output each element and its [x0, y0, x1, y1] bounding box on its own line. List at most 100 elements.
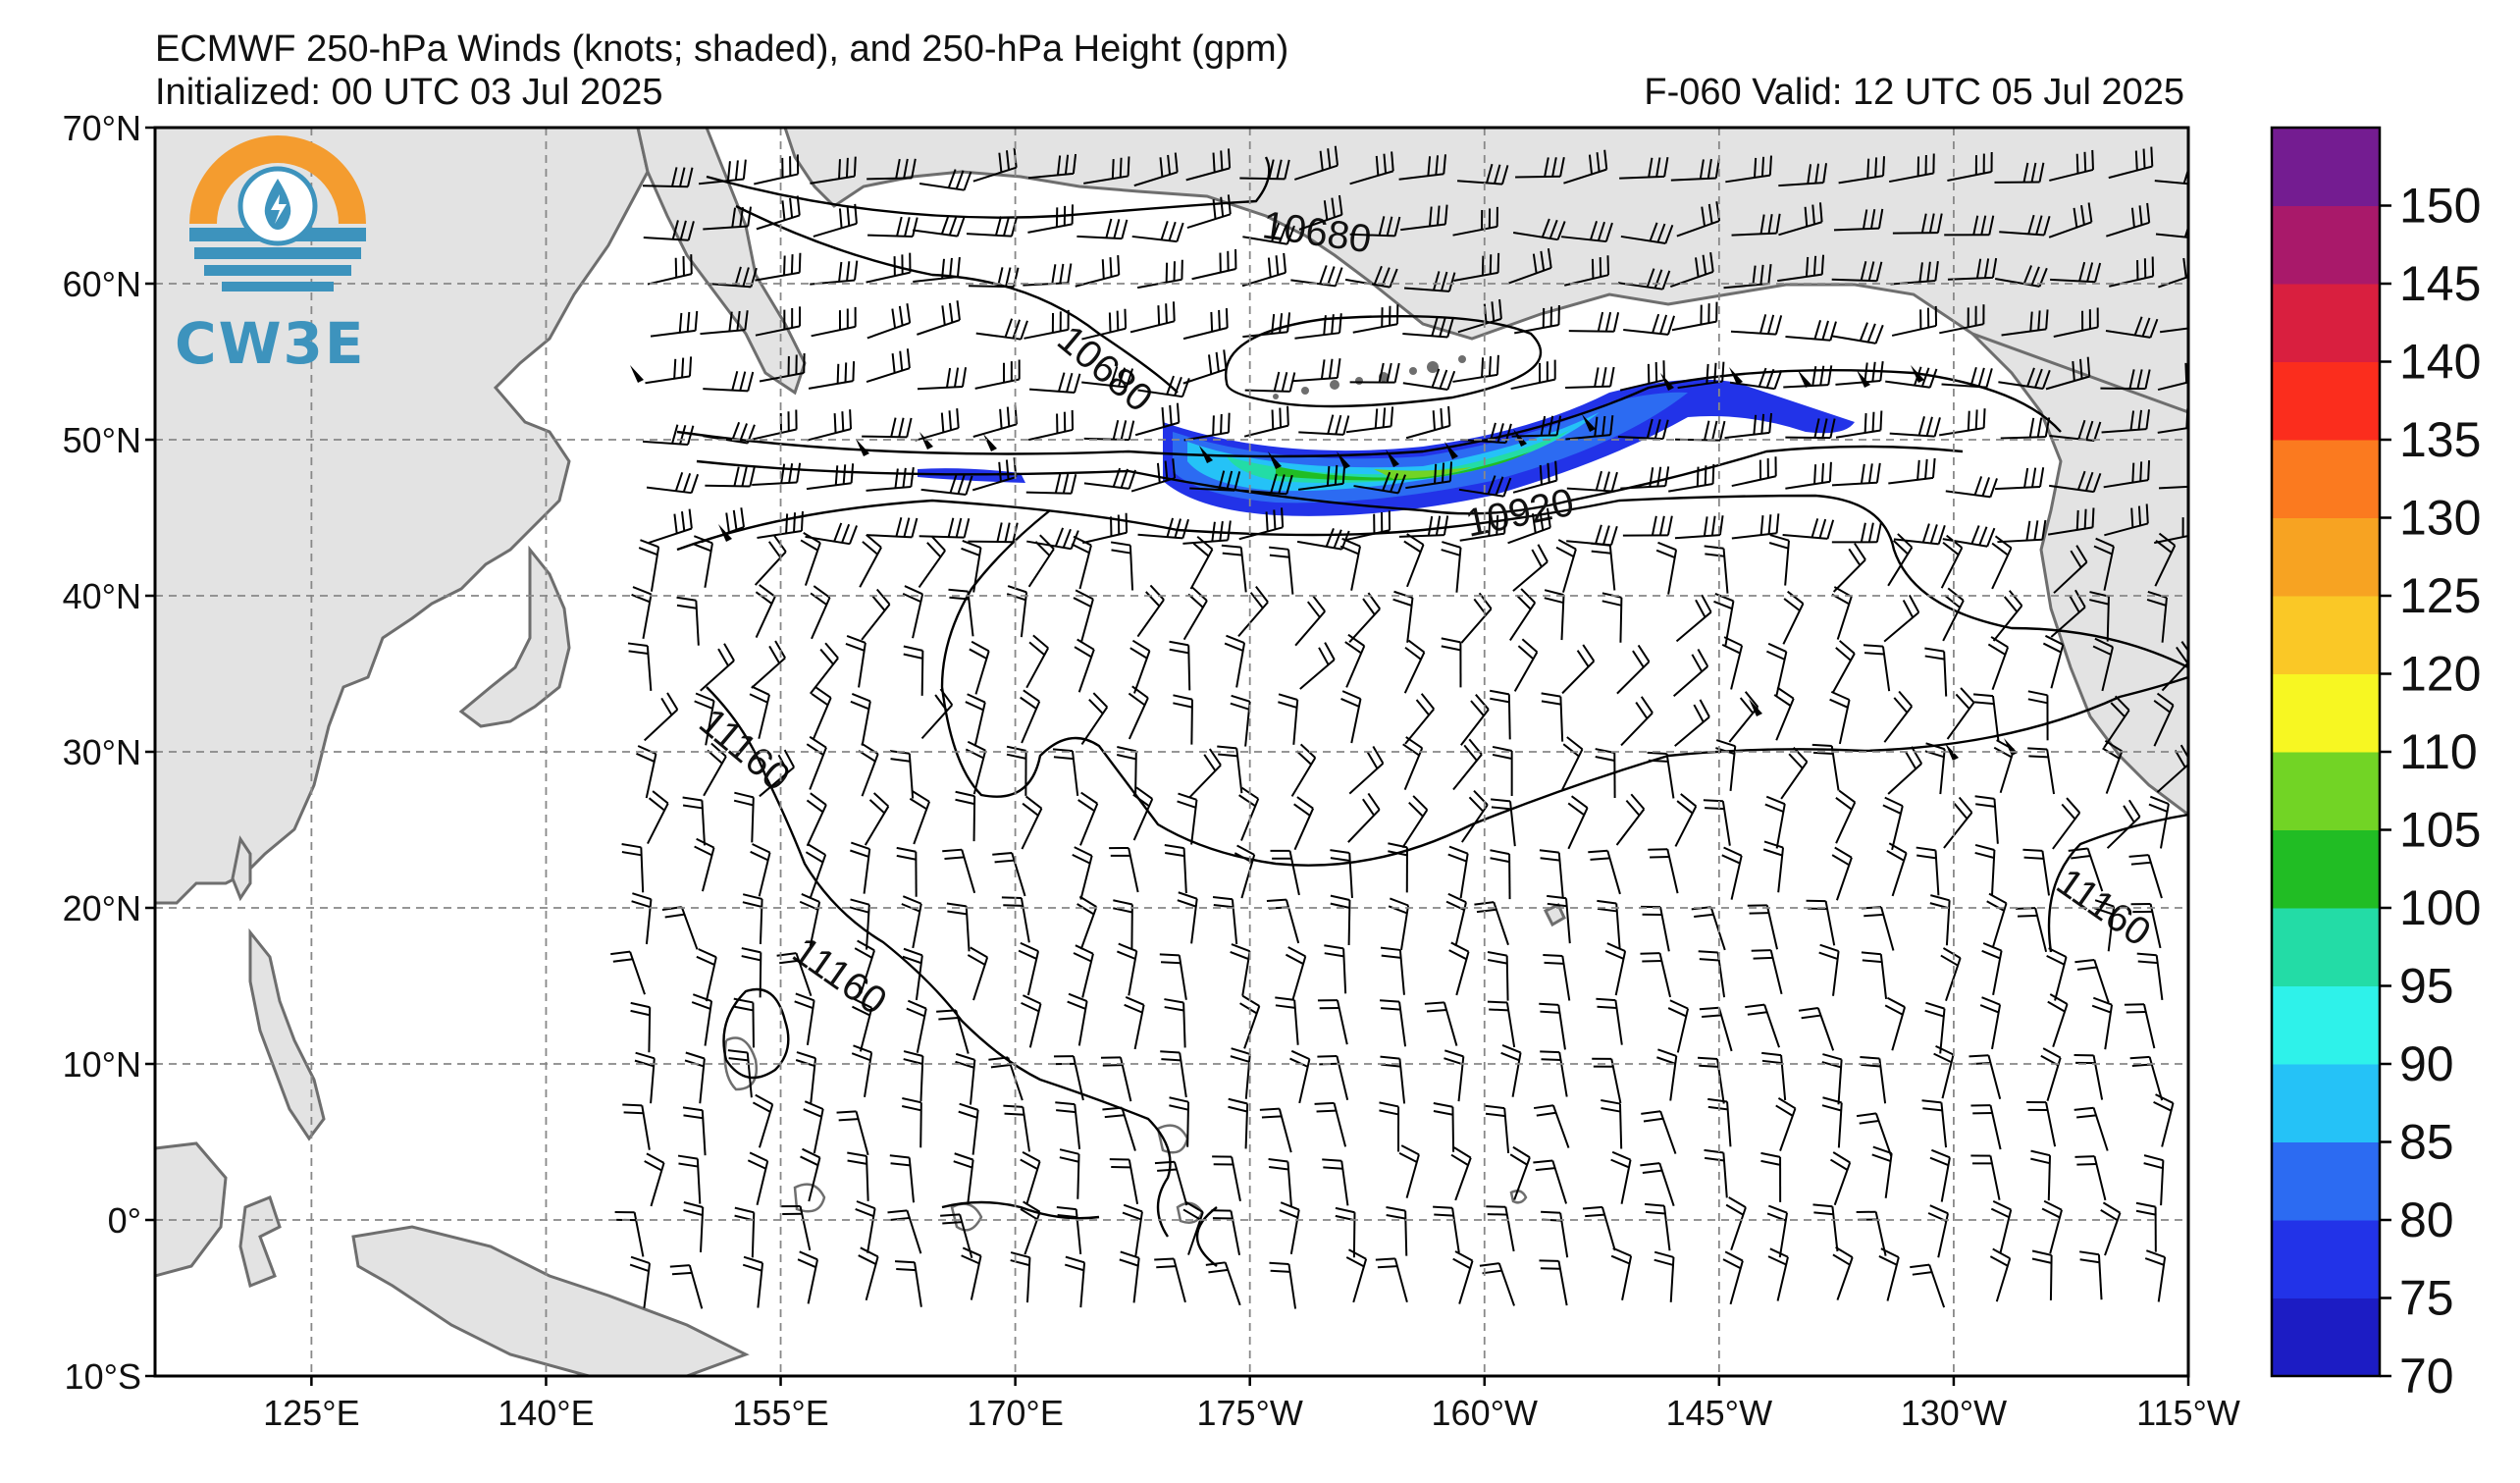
lon-label: 130°W — [1901, 1393, 2007, 1433]
wind-barb — [1349, 362, 1400, 384]
wind-barb — [2108, 146, 2154, 180]
wind-barb — [755, 252, 802, 282]
wind-barb — [1860, 1055, 1887, 1104]
wind-barb — [866, 516, 919, 539]
wind-barb — [2104, 503, 2149, 537]
wind-barb — [1447, 845, 1469, 899]
wind-barb — [1177, 891, 1198, 944]
lat-label: 30°N — [63, 732, 141, 772]
wind-barb — [1509, 588, 1537, 642]
wind-barb — [1433, 1102, 1455, 1152]
wind-barb — [1832, 543, 1866, 593]
wind-barb — [644, 1152, 665, 1207]
wind-barb — [1761, 1051, 1787, 1101]
wind-barb — [1020, 689, 1041, 744]
wind-barb — [917, 300, 961, 336]
wind-barb — [1567, 795, 1589, 850]
wind-barb — [1707, 1097, 1732, 1147]
wind-barb — [1620, 222, 1674, 245]
wind-barb — [955, 1052, 976, 1105]
wind-barb — [1230, 1047, 1251, 1099]
wind-barb — [1995, 467, 2045, 491]
taiwan — [231, 835, 252, 902]
wind-barb — [1773, 686, 1795, 741]
wind-barb — [1947, 151, 1993, 182]
wind-barb — [703, 206, 753, 231]
wind-barb — [1674, 515, 1724, 540]
wind-barb — [1489, 689, 1511, 740]
wind-barb — [1939, 408, 1986, 437]
wind-barb — [1487, 950, 1509, 1001]
wind-barb — [1006, 745, 1027, 796]
wind-barb — [1055, 1101, 1081, 1150]
wind-barb — [756, 195, 801, 231]
wind-barb — [1398, 515, 1449, 538]
wind-barb — [1656, 1048, 1678, 1101]
wind-barb — [1616, 644, 1651, 695]
wind-barb — [1185, 148, 1232, 182]
wind-barb — [700, 643, 735, 692]
wind-pennant — [1857, 370, 1870, 388]
wind-barb — [1888, 153, 1935, 184]
wind-barb — [1448, 941, 1470, 996]
wind-barb — [1010, 1251, 1031, 1303]
wind-barb — [759, 352, 806, 383]
wind-barb — [1490, 849, 1511, 900]
wind-barb — [747, 1151, 769, 1205]
japan — [458, 545, 571, 728]
wind-barb — [1230, 943, 1251, 996]
wind-barb — [1730, 314, 1783, 336]
wind-barb — [1509, 1145, 1531, 1200]
wind-barb — [1067, 992, 1088, 1046]
wind-barb — [677, 1154, 702, 1204]
wind-barb — [638, 539, 660, 592]
wind-barb — [1073, 589, 1094, 644]
wind-barb — [1064, 1255, 1086, 1308]
wind-barb — [1278, 693, 1299, 745]
wind-barb — [1947, 257, 1998, 281]
wind-barb — [1290, 743, 1317, 797]
wind-barb — [2157, 362, 2188, 392]
north-america — [1970, 332, 2188, 817]
wind-barb — [810, 156, 857, 185]
wind-barb — [1486, 1205, 1515, 1252]
wind-barb — [1871, 1145, 1893, 1198]
wind-barb — [901, 1097, 922, 1148]
wind-barb — [2124, 1003, 2156, 1049]
wind-barb — [1831, 640, 1856, 694]
wind-barb — [1211, 1209, 1241, 1256]
wind-barb — [867, 216, 919, 238]
wind-barb — [1160, 1050, 1187, 1098]
wind-barb — [1640, 952, 1672, 998]
lon-label: 160°W — [1432, 1393, 1538, 1433]
wind-barb — [1074, 638, 1095, 693]
colorbar-label: 135 — [2399, 412, 2481, 467]
wind-barb — [1592, 1057, 1622, 1104]
wind-barb — [2106, 202, 2151, 238]
wind-barb — [1458, 475, 1512, 498]
wind-barb — [1021, 994, 1042, 1048]
wind-barb — [1452, 354, 1499, 383]
colorbar-swatch — [2272, 1064, 2380, 1142]
contour-10680-low — [1224, 314, 1543, 408]
wind-pennant — [630, 365, 644, 383]
lat-label: 40°N — [63, 576, 141, 616]
wind-barb — [1164, 844, 1187, 894]
wind-barb — [682, 1106, 707, 1156]
wind-barb — [2053, 545, 2088, 594]
wind-barb — [1392, 590, 1414, 643]
wind-barb — [2130, 903, 2162, 949]
wind-barb — [1238, 507, 1285, 541]
hawaii — [1543, 903, 1566, 927]
colorbar-label: 95 — [2399, 959, 2454, 1014]
wind-barb — [1003, 1104, 1031, 1152]
wind-barb — [1510, 359, 1556, 391]
wind-barb — [2049, 149, 2094, 182]
wind-barb — [1243, 405, 1289, 438]
wind-barb — [1217, 745, 1243, 794]
wind-barb — [1244, 371, 1296, 393]
wind-barb — [1164, 998, 1186, 1048]
wind-barb — [1617, 418, 1669, 441]
wind-barb — [1136, 584, 1165, 638]
wind-barb — [752, 1093, 774, 1148]
